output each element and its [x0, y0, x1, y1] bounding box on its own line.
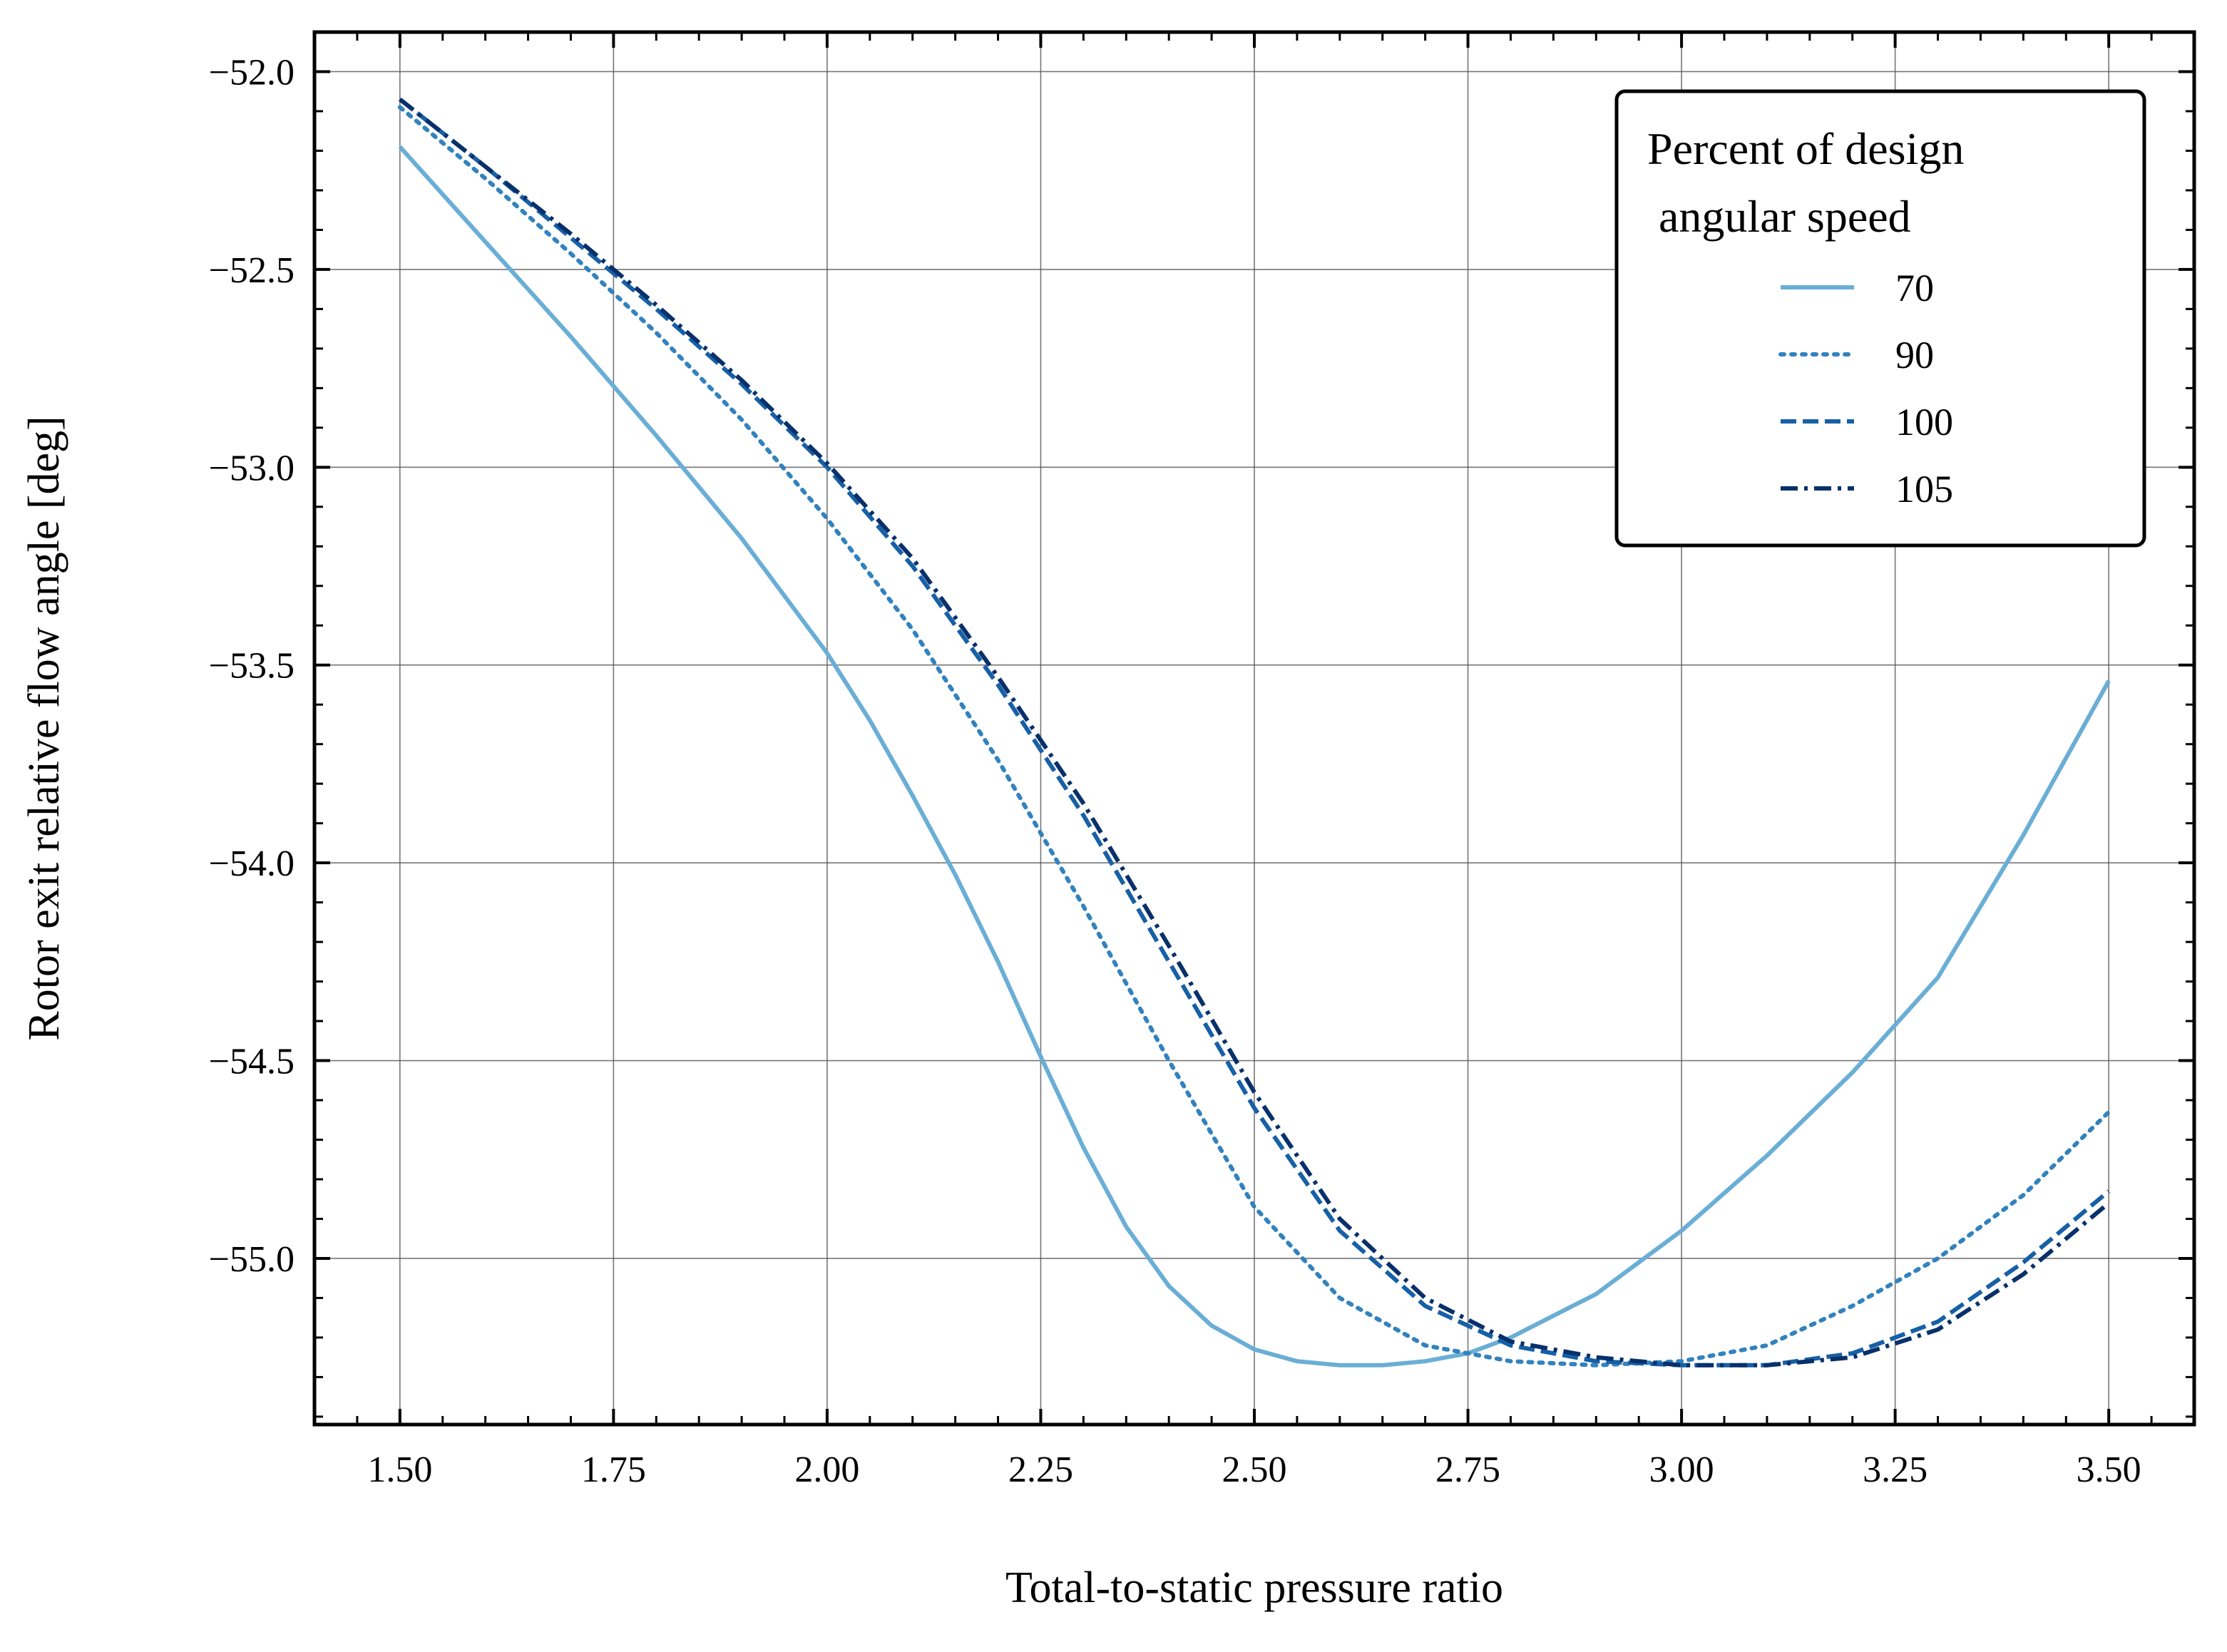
y-tick-label: −53.5 — [209, 646, 295, 687]
tick-labels: 1.50 1.75 2.00 2.25 2.50 2.75 3.00 3.25 3.50 −52.… — [209, 52, 2141, 1490]
legend: Percent of design angular speed 70 90 100 1… — [1614, 89, 2146, 548]
x-tick-label: 3.00 — [1649, 1450, 1714, 1490]
y-tick-label: −54.0 — [209, 843, 295, 884]
y-tick-label: −54.5 — [209, 1042, 295, 1082]
series-line-90 — [397, 105, 2111, 1368]
x-tick-label: 2.00 — [794, 1450, 859, 1490]
legend-box — [1614, 89, 2146, 548]
y-tick-label: −52.5 — [209, 250, 295, 291]
legend-label-70: 70 — [1895, 267, 1934, 309]
legend-label-90: 90 — [1895, 334, 1934, 376]
x-tick-label: 3.50 — [2077, 1450, 2141, 1490]
legend-title-line-1: Percent of design — [1647, 123, 1964, 174]
y-tick-label: −52.0 — [209, 52, 295, 93]
axis-ticks — [314, 31, 2194, 1425]
series-line-105 — [398, 97, 2111, 1368]
y-tick-label: −55.0 — [209, 1239, 295, 1280]
x-tick-label: 1.50 — [367, 1450, 432, 1490]
x-tick-label: 2.75 — [1435, 1450, 1500, 1490]
x-tick-label: 2.50 — [1222, 1450, 1287, 1490]
x-axis-label: Total-to-static pressure ratio — [1005, 1564, 1503, 1612]
legend-entries: 70 90 100 105 — [1778, 267, 1953, 511]
series-line-70 — [398, 145, 2111, 1368]
legend-label-100: 100 — [1895, 401, 1953, 443]
x-tick-label: 2.25 — [1008, 1450, 1073, 1490]
y-axis-label: Rotor exit relative flow angle [deg] — [20, 416, 68, 1040]
legend-label-105: 105 — [1895, 468, 1953, 511]
x-tick-label: 1.75 — [581, 1450, 646, 1490]
x-tick-label: 3.25 — [1863, 1450, 1927, 1490]
series-lines — [397, 97, 2111, 1368]
y-tick-label: −53.0 — [209, 448, 295, 488]
legend-title-line-2: angular speed — [1647, 191, 1911, 242]
